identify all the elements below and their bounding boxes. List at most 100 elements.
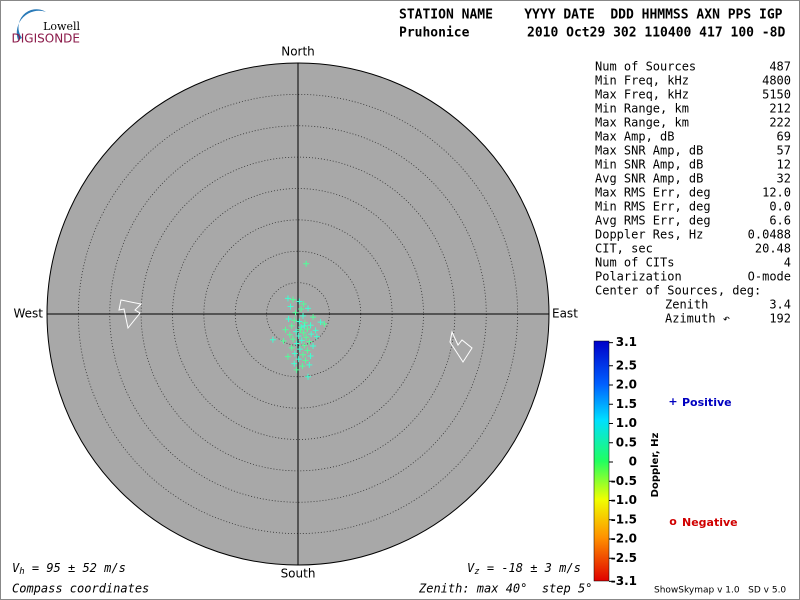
source-point (300, 351, 307, 358)
colorbar (593, 340, 610, 582)
logo-bottom: DIGISONDE (12, 32, 80, 46)
colorbar-tick-label: 0 (629, 455, 637, 469)
header-labels: STATION NAME YYYY DATE DDD HHMMSS AXN PP… (399, 8, 783, 23)
center-title: Center of Sources, deg: (595, 284, 761, 298)
colorbar-tick-label: -2.5 (611, 551, 637, 565)
source-point (296, 346, 303, 353)
source-point (306, 361, 313, 368)
source-point (307, 322, 314, 329)
source-point (286, 331, 293, 338)
stat-value: 69 (777, 130, 791, 144)
colorbar-title: Doppler, Hz (650, 433, 661, 498)
center-value: 3.4 (769, 298, 791, 312)
source-point (284, 295, 291, 302)
source-point (305, 373, 312, 380)
stat-value: 0.0488 (748, 228, 791, 242)
west-arrow (118, 299, 143, 330)
source-point (317, 319, 324, 326)
logo-top: Lowell (43, 20, 80, 33)
source-point (300, 329, 307, 336)
source-point (297, 326, 304, 333)
colorbar-tick-label: -1.5 (611, 512, 637, 526)
colorbar-tick-label: 3.1 (616, 335, 637, 349)
stat-label: Min SNR Amp, dB (595, 158, 703, 172)
source-point (299, 363, 306, 370)
source-point (308, 331, 315, 338)
source-point (303, 334, 310, 341)
source-point (302, 357, 309, 364)
colorbar-tick-label: -2.0 (611, 532, 637, 546)
east-label: East (552, 307, 578, 321)
header-values: 2010 Oct29 302 110400 417 100 -8D (527, 26, 785, 41)
source-point (284, 353, 291, 360)
source-point (296, 298, 303, 305)
east-arrow (449, 330, 473, 363)
source-point (312, 327, 319, 334)
source-point (303, 260, 310, 267)
source-point (289, 296, 296, 303)
source-point (291, 317, 298, 324)
negative-label: Negative (682, 516, 738, 529)
source-point (293, 366, 300, 373)
stat-label: Max Freq, kHz (595, 88, 689, 102)
stat-value: 4800 (762, 74, 791, 88)
stat-value: 4 (784, 256, 791, 270)
source-point (305, 305, 312, 312)
colorbar-tick-label: 2.0 (616, 378, 637, 392)
stat-label: Max SNR Amp, dB (595, 144, 703, 158)
colorbar-tick-label: 1.5 (616, 397, 637, 411)
stat-value: 57 (777, 144, 791, 158)
source-point (296, 318, 303, 325)
station-name: Pruhonice (399, 26, 470, 41)
source-point (285, 316, 292, 323)
stat-value: 12 (777, 158, 791, 172)
coords-note: Compass coordinates (12, 582, 149, 596)
stat-label: Min Range, km (595, 102, 689, 116)
source-point (280, 337, 287, 344)
source-point (300, 312, 307, 319)
stat-value: 32 (777, 172, 791, 186)
stat-label: Num of Sources (595, 60, 696, 74)
colorbar-tick-label: -1.0 (611, 493, 637, 507)
stat-label: Polarization (595, 270, 682, 284)
source-point (293, 328, 300, 335)
positive-symbol: + (668, 395, 677, 408)
source-point (304, 326, 311, 333)
source-point (298, 337, 305, 344)
source-point (310, 314, 317, 321)
stat-label: Max Amp, dB (595, 130, 674, 144)
source-point (304, 347, 311, 354)
source-point (298, 324, 305, 331)
source-point (307, 353, 314, 360)
stat-value: 212 (769, 102, 791, 116)
source-point (292, 309, 299, 316)
version: ShowSkymap v 1.0 SD v 5.0 (654, 586, 786, 596)
source-point (291, 350, 298, 357)
source-point (293, 340, 300, 347)
logo-swoosh (16, 9, 46, 41)
source-point (301, 322, 308, 329)
source-point (301, 319, 308, 326)
stat-label: CIT, sec (595, 242, 653, 256)
stat-label: Avg RMS Err, deg (595, 214, 711, 228)
stat-label: Max RMS Err, deg (595, 186, 711, 200)
stat-label: Avg SNR Amp, dB (595, 172, 703, 186)
source-point (295, 332, 302, 339)
stat-value: 487 (769, 60, 791, 74)
source-point (288, 322, 295, 329)
source-point (295, 356, 302, 363)
stat-value: 12.0 (762, 186, 791, 200)
stat-label: Max Range, km (595, 116, 689, 130)
stat-value: 20.48 (755, 242, 791, 256)
stat-label: Min RMS Err, deg (595, 200, 711, 214)
source-point (289, 336, 296, 343)
colorbar-tick-label: 1.0 (616, 416, 637, 430)
center-value: 192 (769, 312, 791, 326)
stat-value: 222 (769, 116, 791, 130)
stat-label: Doppler Res, Hz (595, 228, 703, 242)
vz: Vz = -18 ± 3 m/s (467, 561, 581, 577)
source-point (301, 342, 308, 349)
source-point (306, 338, 313, 345)
source-point (310, 343, 317, 350)
